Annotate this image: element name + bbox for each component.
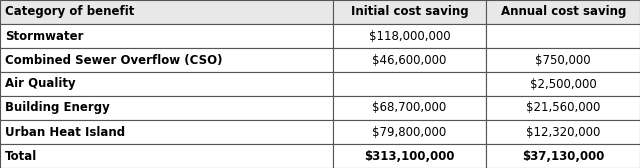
Text: $37,130,000: $37,130,000 [522,150,604,162]
Text: $68,700,000: $68,700,000 [372,101,447,115]
Bar [333,24,486,48]
Text: $2,500,000: $2,500,000 [530,77,596,91]
Text: Stormwater: Stormwater [5,30,84,43]
Bar [0,72,333,96]
Bar [333,144,486,168]
Bar [486,144,640,168]
Bar [486,72,640,96]
Text: $313,100,000: $313,100,000 [364,150,455,162]
Bar [333,96,486,120]
Bar [333,48,486,72]
Bar [486,24,640,48]
Bar [0,0,333,24]
Text: Urban Heat Island: Urban Heat Island [5,125,125,138]
Bar [0,96,333,120]
Text: Air Quality: Air Quality [5,77,76,91]
Bar [0,144,333,168]
Bar [0,24,333,48]
Bar [486,120,640,144]
Text: $46,600,000: $46,600,000 [372,53,447,67]
Bar [486,0,640,24]
Bar [486,96,640,120]
Text: Initial cost saving: Initial cost saving [351,6,468,18]
Text: Building Energy: Building Energy [5,101,110,115]
Bar [333,120,486,144]
Bar [0,48,333,72]
Bar [333,72,486,96]
Text: $21,560,000: $21,560,000 [526,101,600,115]
Text: $118,000,000: $118,000,000 [369,30,451,43]
Text: Category of benefit: Category of benefit [5,6,134,18]
Bar [486,48,640,72]
Text: Annual cost saving: Annual cost saving [500,6,626,18]
Text: $79,800,000: $79,800,000 [372,125,447,138]
Text: $750,000: $750,000 [536,53,591,67]
Text: Total: Total [5,150,37,162]
Text: Combined Sewer Overflow (CSO): Combined Sewer Overflow (CSO) [5,53,223,67]
Bar [333,0,486,24]
Text: $12,320,000: $12,320,000 [526,125,600,138]
Bar [0,120,333,144]
